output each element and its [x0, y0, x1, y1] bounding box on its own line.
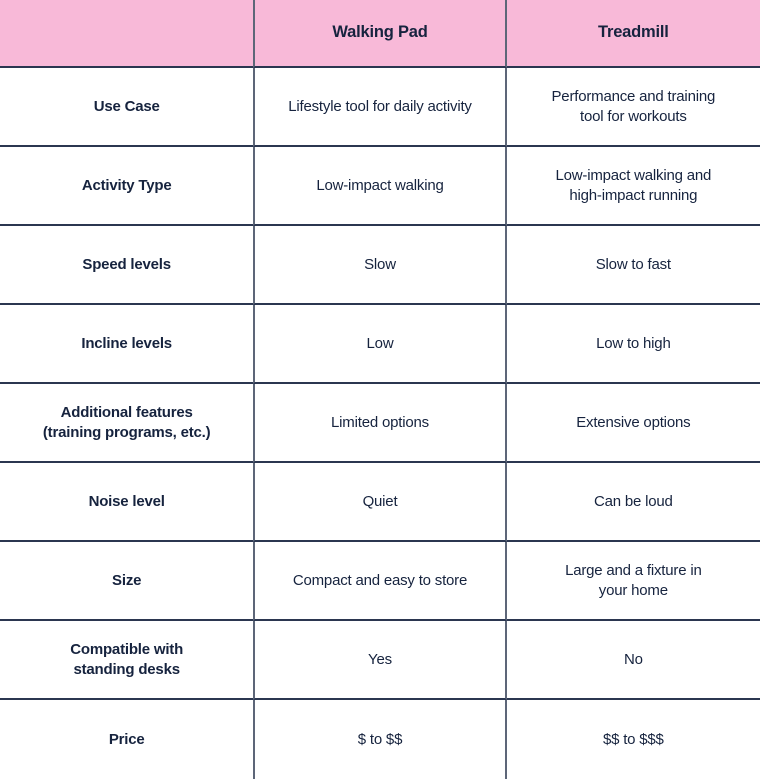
table-row-speed-levels: Speed levels Slow Slow to fast	[0, 226, 760, 305]
treadmill-cell: Large and a fixture in your home	[506, 542, 760, 621]
table-row-size: Size Compact and easy to store Large and…	[0, 542, 760, 621]
table-row-price: Price $ to $$ $$ to $$$	[0, 700, 760, 779]
walking-pad-cell: Lifestyle tool for daily activity	[253, 68, 507, 147]
walking-pad-cell: Low-impact walking	[253, 147, 507, 226]
walking-pad-cell: Low	[253, 305, 507, 384]
walking-pad-cell: Quiet	[253, 463, 507, 542]
row-label: Incline levels	[0, 305, 254, 384]
walking-pad-cell: Yes	[253, 621, 507, 700]
row-label: Noise level	[0, 463, 254, 542]
walking-pad-cell: Limited options	[253, 384, 507, 463]
row-label: Compatible with standing desks	[0, 621, 254, 700]
walking-pad-cell: Slow	[253, 226, 507, 305]
header-row: Walking Pad Treadmill	[0, 0, 760, 68]
walking-pad-cell: Compact and easy to store	[253, 542, 507, 621]
row-label: Additional features (training programs, …	[0, 384, 254, 463]
treadmill-cell: No	[506, 621, 760, 700]
treadmill-cell: Can be loud	[506, 463, 760, 542]
row-label: Use Case	[0, 68, 254, 147]
row-label: Price	[108, 730, 145, 748]
treadmill-cell: $$ to $$$	[602, 730, 664, 748]
treadmill-cell: Slow to fast	[506, 226, 760, 305]
column-header-treadmill: Treadmill	[506, 0, 760, 68]
corner-cell	[0, 0, 254, 68]
table-row-incline-levels: Incline levels Low Low to high	[0, 305, 760, 384]
table-row-activity-type: Activity Type Low-impact walking Low-imp…	[0, 147, 760, 226]
column-header-walking-pad: Walking Pad	[253, 0, 507, 68]
treadmill-cell: Low-impact walking and high-impact runni…	[506, 147, 760, 226]
walking-pad-cell: $ to $$	[253, 700, 507, 779]
table-row-noise-level: Noise level Quiet Can be loud	[0, 463, 760, 542]
row-label: Speed levels	[0, 226, 254, 305]
table-row-additional-features: Additional features (training programs, …	[0, 384, 760, 463]
treadmill-cell: Low to high	[506, 305, 760, 384]
table-row-use-case: Use Case Lifestyle tool for daily activi…	[0, 68, 760, 147]
row-label: Activity Type	[0, 147, 254, 226]
table-row-standing-desks: Compatible with standing desks Yes No	[0, 621, 760, 700]
treadmill-cell: Extensive options	[506, 384, 760, 463]
treadmill-cell: Performance and training tool for workou…	[506, 68, 760, 147]
row-label: Size	[0, 542, 254, 621]
